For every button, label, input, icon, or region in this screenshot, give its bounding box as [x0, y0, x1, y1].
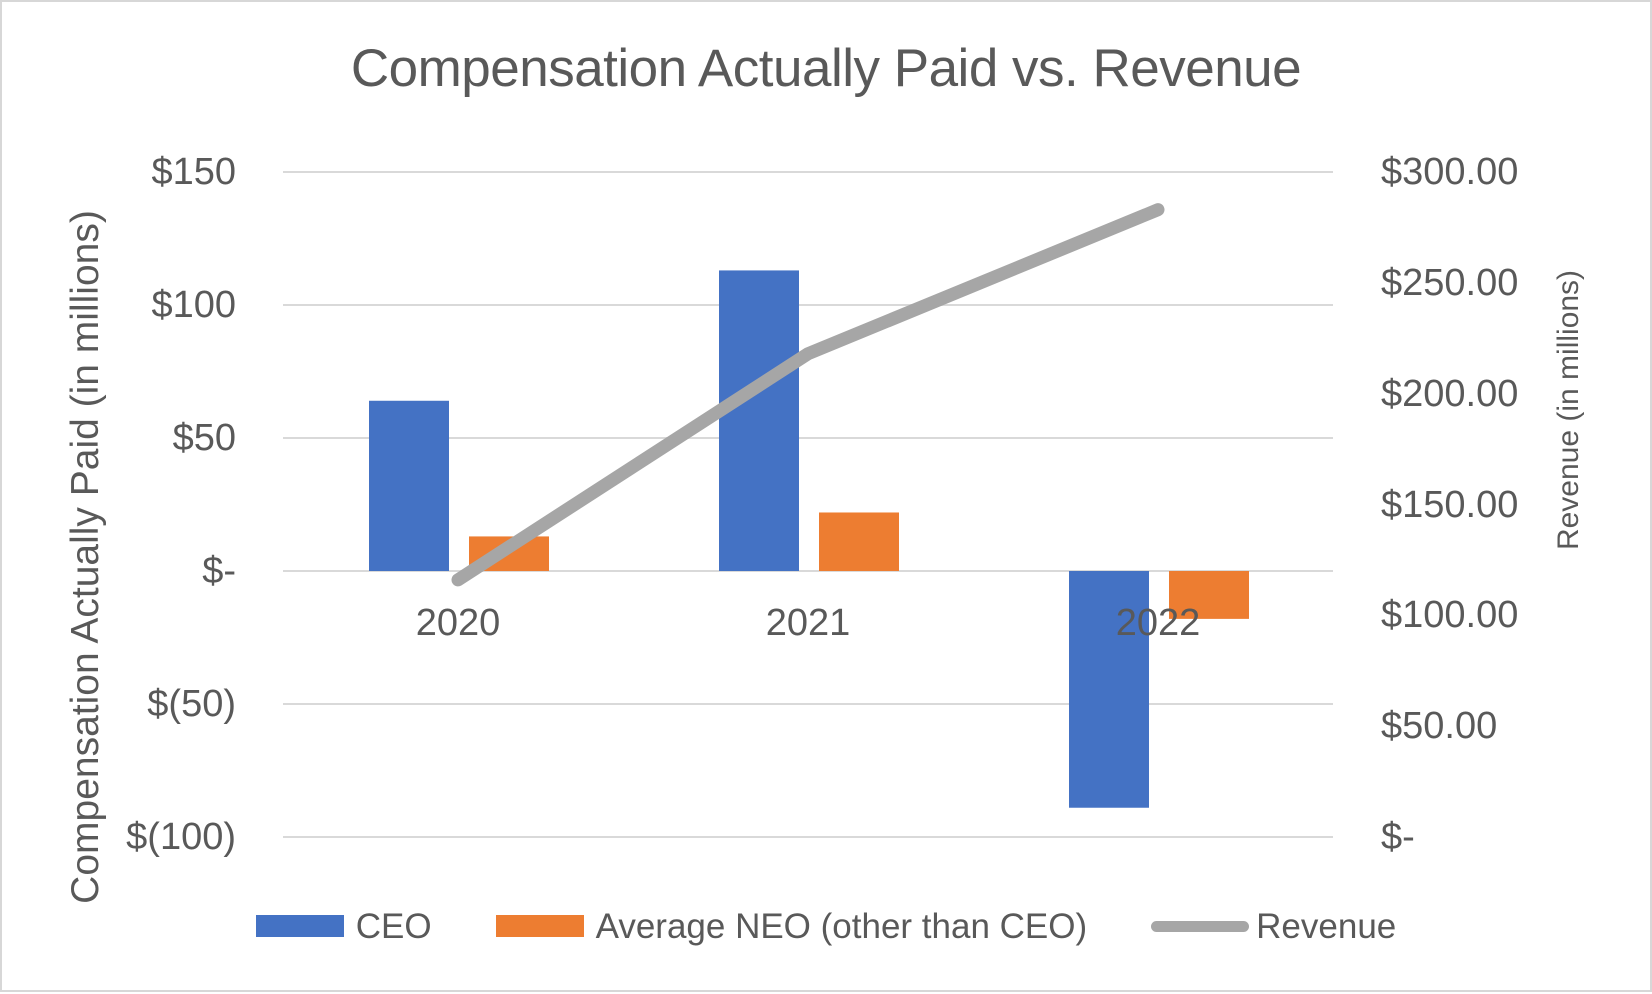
legend-label-ceo: CEO	[355, 906, 432, 946]
bar-ceo-2022	[1069, 571, 1149, 808]
right-axis-tick: $100.00	[1381, 594, 1519, 637]
right-axis-tick: $150.00	[1381, 483, 1519, 526]
left-axis-tick: $(50)	[147, 683, 236, 725]
left-axis-tick: $(100)	[126, 816, 236, 858]
bar-ceo-2021	[719, 270, 799, 571]
left-axis-tick: $150	[151, 151, 236, 193]
x-axis-label-2021: 2021	[765, 602, 851, 644]
legend-label-average-neo: Average NEO (other than CEO)	[595, 906, 1088, 946]
bar-average-neo-other-than-ceo-2022	[1169, 571, 1249, 619]
left-axis-tick: $-	[202, 550, 236, 592]
bar-average-neo-other-than-ceo-2021	[819, 512, 899, 571]
right-axis-tick: $50.00	[1381, 705, 1498, 748]
x-axis-label-2020: 2020	[415, 602, 501, 644]
left-axis-tick: $100	[151, 284, 236, 326]
chart-title: Compensation Actually Paid vs. Revenue	[350, 39, 1302, 98]
right-axis-tick: $-	[1381, 816, 1415, 858]
left-axis-tick: $50	[172, 417, 236, 459]
right-axis-tick: $300.00	[1381, 151, 1519, 193]
right-axis-tick: $200.00	[1381, 372, 1519, 415]
legend-item-ceo: CEO	[255, 906, 432, 946]
legend-swatch-ceo	[255, 915, 344, 937]
legend: CEO Average NEO (other than CEO) Revenue	[2, 904, 1650, 948]
legend-label-revenue: Revenue	[1256, 906, 1397, 946]
legend-swatch-revenue	[1151, 920, 1250, 932]
bar-ceo-2020	[369, 400, 449, 571]
right-axis-tick: $250.00	[1381, 261, 1519, 304]
legend-item-average-neo: Average NEO (other than CEO)	[495, 906, 1088, 946]
legend-item-revenue: Revenue	[1151, 909, 1396, 944]
revenue-line	[451, 203, 1165, 587]
x-axis-label-2022: 2022	[1115, 602, 1201, 644]
legend-swatch-average-neo	[495, 915, 584, 937]
